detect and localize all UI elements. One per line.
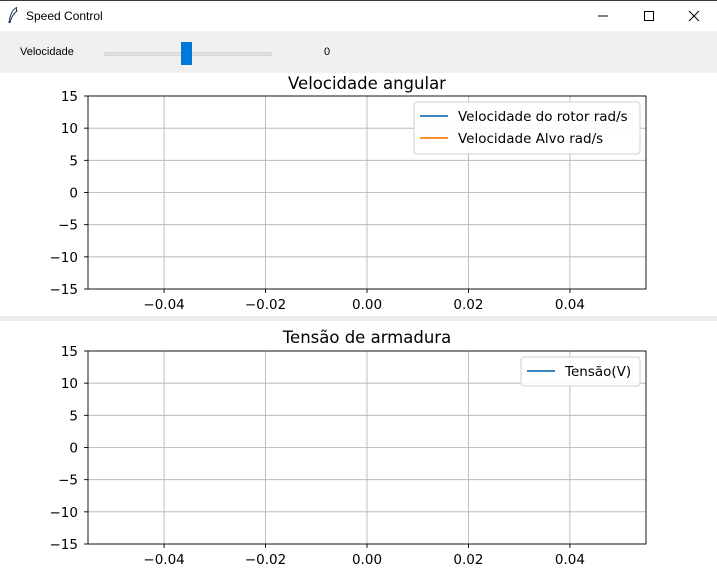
- y-tick-label: −5: [58, 218, 78, 234]
- angular-velocity-chart: Velocidade angular −0.04 −0.02 0.00 0.02 0.04…: [50, 74, 647, 313]
- x-tick-label: −0.02: [245, 552, 286, 568]
- legend-label: Tensão(V): [564, 364, 631, 380]
- velocity-slider-value: 0: [324, 46, 331, 58]
- y-tick-label: 0: [69, 186, 78, 202]
- velocity-slider-label: Velocidade: [20, 46, 74, 58]
- velocity-slider-thumb[interactable]: [181, 42, 192, 65]
- x-tick-label: −0.04: [143, 552, 184, 568]
- y-tick-label: −15: [50, 282, 79, 298]
- y-tick-label: −5: [58, 473, 78, 489]
- angular-velocity-figure: Velocidade angular −0.04 −0.02 0.00 0.02 0.04…: [0, 73, 717, 316]
- close-icon: [688, 10, 700, 22]
- maximize-button[interactable]: [626, 1, 672, 31]
- control-bar: Velocidade 0: [0, 31, 717, 73]
- x-tick-label: 0.02: [453, 297, 483, 313]
- x-tick-label: 0.00: [352, 297, 382, 313]
- y-tick-label: 10: [61, 376, 78, 392]
- x-tick-label: 0.02: [453, 552, 483, 568]
- figure-separator: [0, 316, 717, 321]
- legend-label: Velocidade do rotor rad/s: [458, 109, 628, 125]
- x-tick-label: 0.04: [555, 297, 585, 313]
- y-tick-label: −10: [50, 250, 79, 266]
- legend-label: Velocidade Alvo rad/s: [458, 131, 603, 147]
- window-title: Speed Control: [26, 9, 103, 23]
- minimize-icon: [598, 15, 608, 17]
- legend-box: [520, 356, 641, 387]
- y-tick-label: 15: [61, 344, 78, 360]
- y-tick-label: −10: [50, 505, 79, 521]
- y-tick-label: 0: [69, 441, 78, 457]
- x-tick-label: −0.04: [143, 297, 184, 313]
- y-tick-label: 10: [61, 121, 78, 137]
- title-bar[interactable]: Speed Control: [0, 0, 717, 31]
- close-button[interactable]: [671, 1, 717, 31]
- x-tick-label: 0.04: [555, 552, 585, 568]
- x-tick-label: −0.02: [245, 297, 286, 313]
- armature-voltage-chart: Tensão de armadura −0.04 −0.02 0.00 0.02 0.04…: [50, 328, 647, 568]
- maximize-icon: [644, 11, 654, 21]
- legend-box: [413, 101, 641, 155]
- y-tick-label: 5: [69, 408, 78, 424]
- y-tick-label: −15: [50, 537, 79, 553]
- feather-icon: [8, 7, 18, 23]
- armature-voltage-figure: Tensão de armadura −0.04 −0.02 0.00 0.02 0.04…: [0, 321, 717, 571]
- y-tick-label: 15: [61, 89, 78, 105]
- chart-title: Tensão de armadura: [282, 328, 451, 347]
- y-tick-label: 5: [69, 153, 78, 169]
- chart-title: Velocidade angular: [288, 74, 446, 93]
- minimize-button[interactable]: [580, 1, 626, 31]
- x-tick-label: 0.00: [352, 552, 382, 568]
